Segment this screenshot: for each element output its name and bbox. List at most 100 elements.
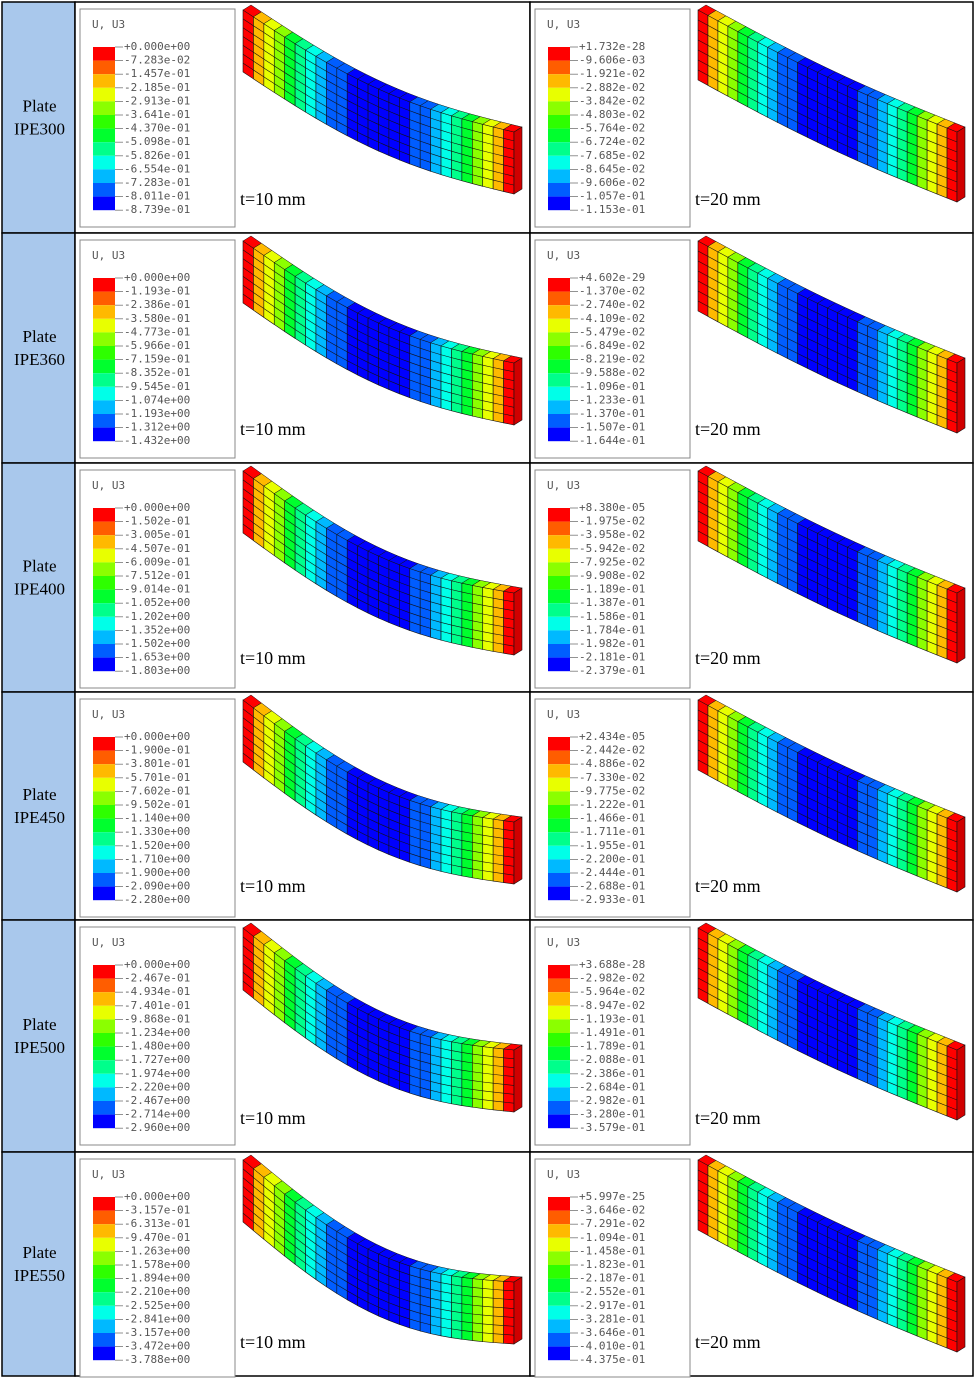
plate-end-face (514, 1277, 522, 1344)
plate-strip (847, 776, 857, 850)
legend-value: -1.507e-01 (579, 421, 645, 434)
plate-strip (728, 257, 738, 332)
plate-strip (758, 960, 768, 1035)
plate-strip (410, 102, 420, 168)
legend-value: -1.094e-01 (579, 1231, 645, 1244)
row-label: IPE450 (14, 808, 65, 827)
legend-value: -1.432e+00 (124, 434, 190, 447)
legend-value: -1.153e-01 (579, 203, 645, 216)
plate-strip (828, 308, 838, 383)
legend-value: -9.775e-02 (579, 784, 645, 797)
plate-strip (837, 313, 847, 388)
legend-value: -1.330e+00 (124, 825, 190, 838)
plate-strip (718, 252, 728, 327)
legend-value: -7.291e-02 (579, 1217, 645, 1230)
plate-strip (306, 1210, 316, 1280)
color-bar-segment (548, 1347, 570, 1361)
legend-value: -9.588e-02 (579, 366, 645, 379)
plate-strip (326, 760, 336, 828)
plate-strip (698, 241, 708, 316)
plate-strip (347, 540, 357, 608)
plate-strip (947, 1278, 957, 1352)
legend-value: -1.900e+00 (124, 866, 190, 879)
legend-value: -1.894e+00 (124, 1272, 190, 1285)
plate-strip (253, 17, 263, 86)
plate-strip (399, 98, 409, 164)
color-bar-segment (548, 1279, 570, 1293)
legend-value: -3.005e-01 (124, 528, 190, 541)
color-bar-segment (93, 979, 115, 993)
plate-strip (907, 573, 917, 647)
plate-strip (358, 778, 368, 845)
legend-title: U, U3 (547, 708, 580, 721)
plate-strip (389, 561, 399, 627)
plate-strip (768, 1197, 778, 1272)
plate-strip (399, 1028, 409, 1094)
color-bar-segment (548, 737, 570, 751)
legend-value: +3.688e-28 (579, 958, 645, 971)
legend-value: -3.958e-02 (579, 528, 645, 541)
plate-strip (420, 804, 430, 869)
row-label: Plate (23, 557, 57, 576)
color-bar-segment (93, 346, 115, 360)
color-bar-segment (93, 630, 115, 644)
row-header-cell (2, 463, 75, 692)
plate-strip (857, 322, 867, 396)
figure-table: PlateIPE300U, U3+0.000e+00-7.283e-02-1.4… (0, 0, 975, 1378)
plate-strip (337, 766, 347, 834)
legend-value: -1.803e+00 (124, 664, 190, 677)
color-bar-segment (93, 305, 115, 319)
legend-value: -4.109e-02 (579, 312, 645, 325)
color-bar-segment (548, 115, 570, 129)
plate-strip (420, 572, 430, 637)
plate-strip (738, 493, 748, 568)
plate-strip (295, 44, 305, 112)
legend-value: -2.982e-01 (579, 1094, 645, 1107)
color-bar-segment (93, 1292, 115, 1306)
color-bar-segment (548, 47, 570, 61)
row-label: Plate (23, 97, 57, 116)
color-bar-segment (93, 101, 115, 115)
color-bar-segment (93, 887, 115, 901)
legend-value: -3.157e-01 (124, 1204, 190, 1217)
color-bar-segment (93, 846, 115, 860)
color-bar-segment (548, 1074, 570, 1088)
plate-strip (264, 1177, 274, 1247)
plate-strip (748, 37, 758, 112)
thickness-caption: t=20 mm (695, 648, 761, 668)
plate-strip (828, 995, 838, 1070)
color-bar-segment (93, 549, 115, 563)
plate-strip (451, 116, 461, 181)
plate-strip (326, 62, 336, 130)
plate-strip (708, 246, 718, 321)
plate-strip (788, 748, 798, 823)
row-label: Plate (23, 1243, 57, 1262)
plate-strip (326, 990, 336, 1059)
plate-strip (877, 99, 887, 173)
legend-value: -1.520e+00 (124, 839, 190, 852)
legend-value: -3.472e+00 (124, 1340, 190, 1353)
legend-value: -1.975e-02 (579, 515, 645, 528)
legend-value: -5.826e-01 (124, 149, 190, 162)
color-bar-segment (548, 751, 570, 765)
plate-strip (947, 589, 957, 663)
plate-strip (917, 806, 927, 880)
legend-value: -6.554e-01 (124, 162, 190, 175)
plate-strip (798, 981, 808, 1056)
color-bar-segment (93, 603, 115, 617)
color-bar-segment (548, 535, 570, 549)
plate-strip (358, 313, 368, 380)
legend-value: -2.187e-01 (579, 1272, 645, 1285)
plate-strip (758, 273, 768, 348)
color-bar-segment (548, 1019, 570, 1033)
plate-strip (857, 1009, 867, 1083)
plate-strip (504, 129, 514, 194)
plate-strip (877, 1017, 887, 1091)
color-bar-segment (93, 1333, 115, 1347)
plate-strip (887, 335, 897, 409)
plate-strip (837, 1000, 847, 1075)
plate-strip (907, 802, 917, 876)
color-bar-segment (548, 360, 570, 374)
color-bar-segment (548, 992, 570, 1006)
color-bar-segment (548, 832, 570, 846)
